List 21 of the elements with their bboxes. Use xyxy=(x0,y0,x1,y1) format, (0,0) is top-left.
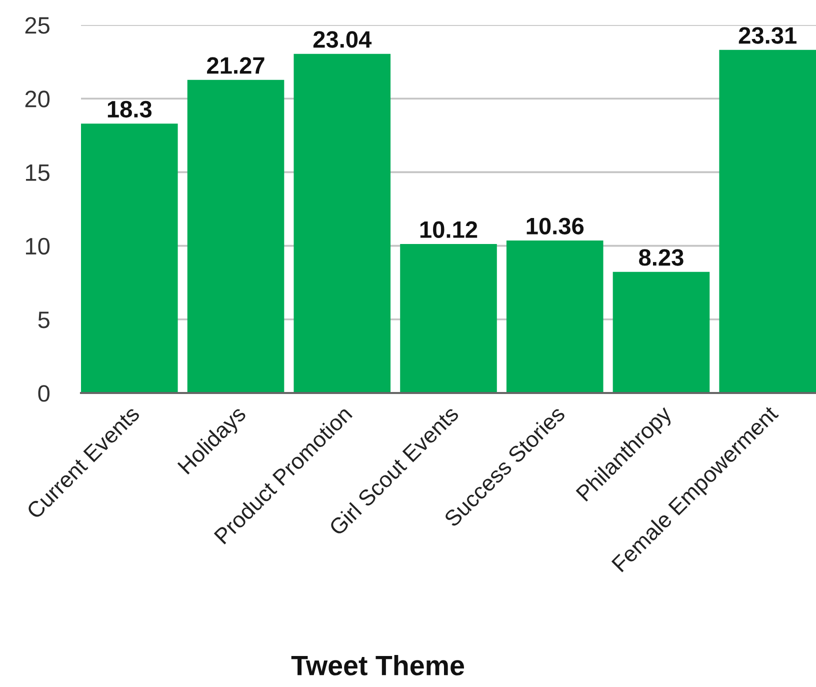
y-tick-label: 15 xyxy=(26,164,50,181)
data-label: 10.36 xyxy=(526,218,584,234)
y-tick-label: 20 xyxy=(25,90,50,108)
y-tick-label: 25 xyxy=(25,17,50,34)
y-tick-label: 0 xyxy=(38,385,50,402)
y-tick-label: 5 xyxy=(38,312,50,328)
bar xyxy=(400,244,497,393)
data-label: 23.31 xyxy=(738,27,796,44)
data-label: 21.27 xyxy=(207,57,264,74)
bar xyxy=(719,50,816,393)
bar xyxy=(81,124,178,393)
data-label: 23.04 xyxy=(313,31,372,48)
bar xyxy=(187,80,284,393)
bar xyxy=(506,240,604,393)
data-label: 18.3 xyxy=(108,100,152,118)
data-label: 10.12 xyxy=(420,221,478,238)
bar xyxy=(612,272,710,393)
bar xyxy=(294,54,391,393)
data-label: 8.23 xyxy=(639,249,684,266)
y-tick-label: 10 xyxy=(26,238,50,255)
x-axis-title: Tweet Theme xyxy=(291,655,464,676)
